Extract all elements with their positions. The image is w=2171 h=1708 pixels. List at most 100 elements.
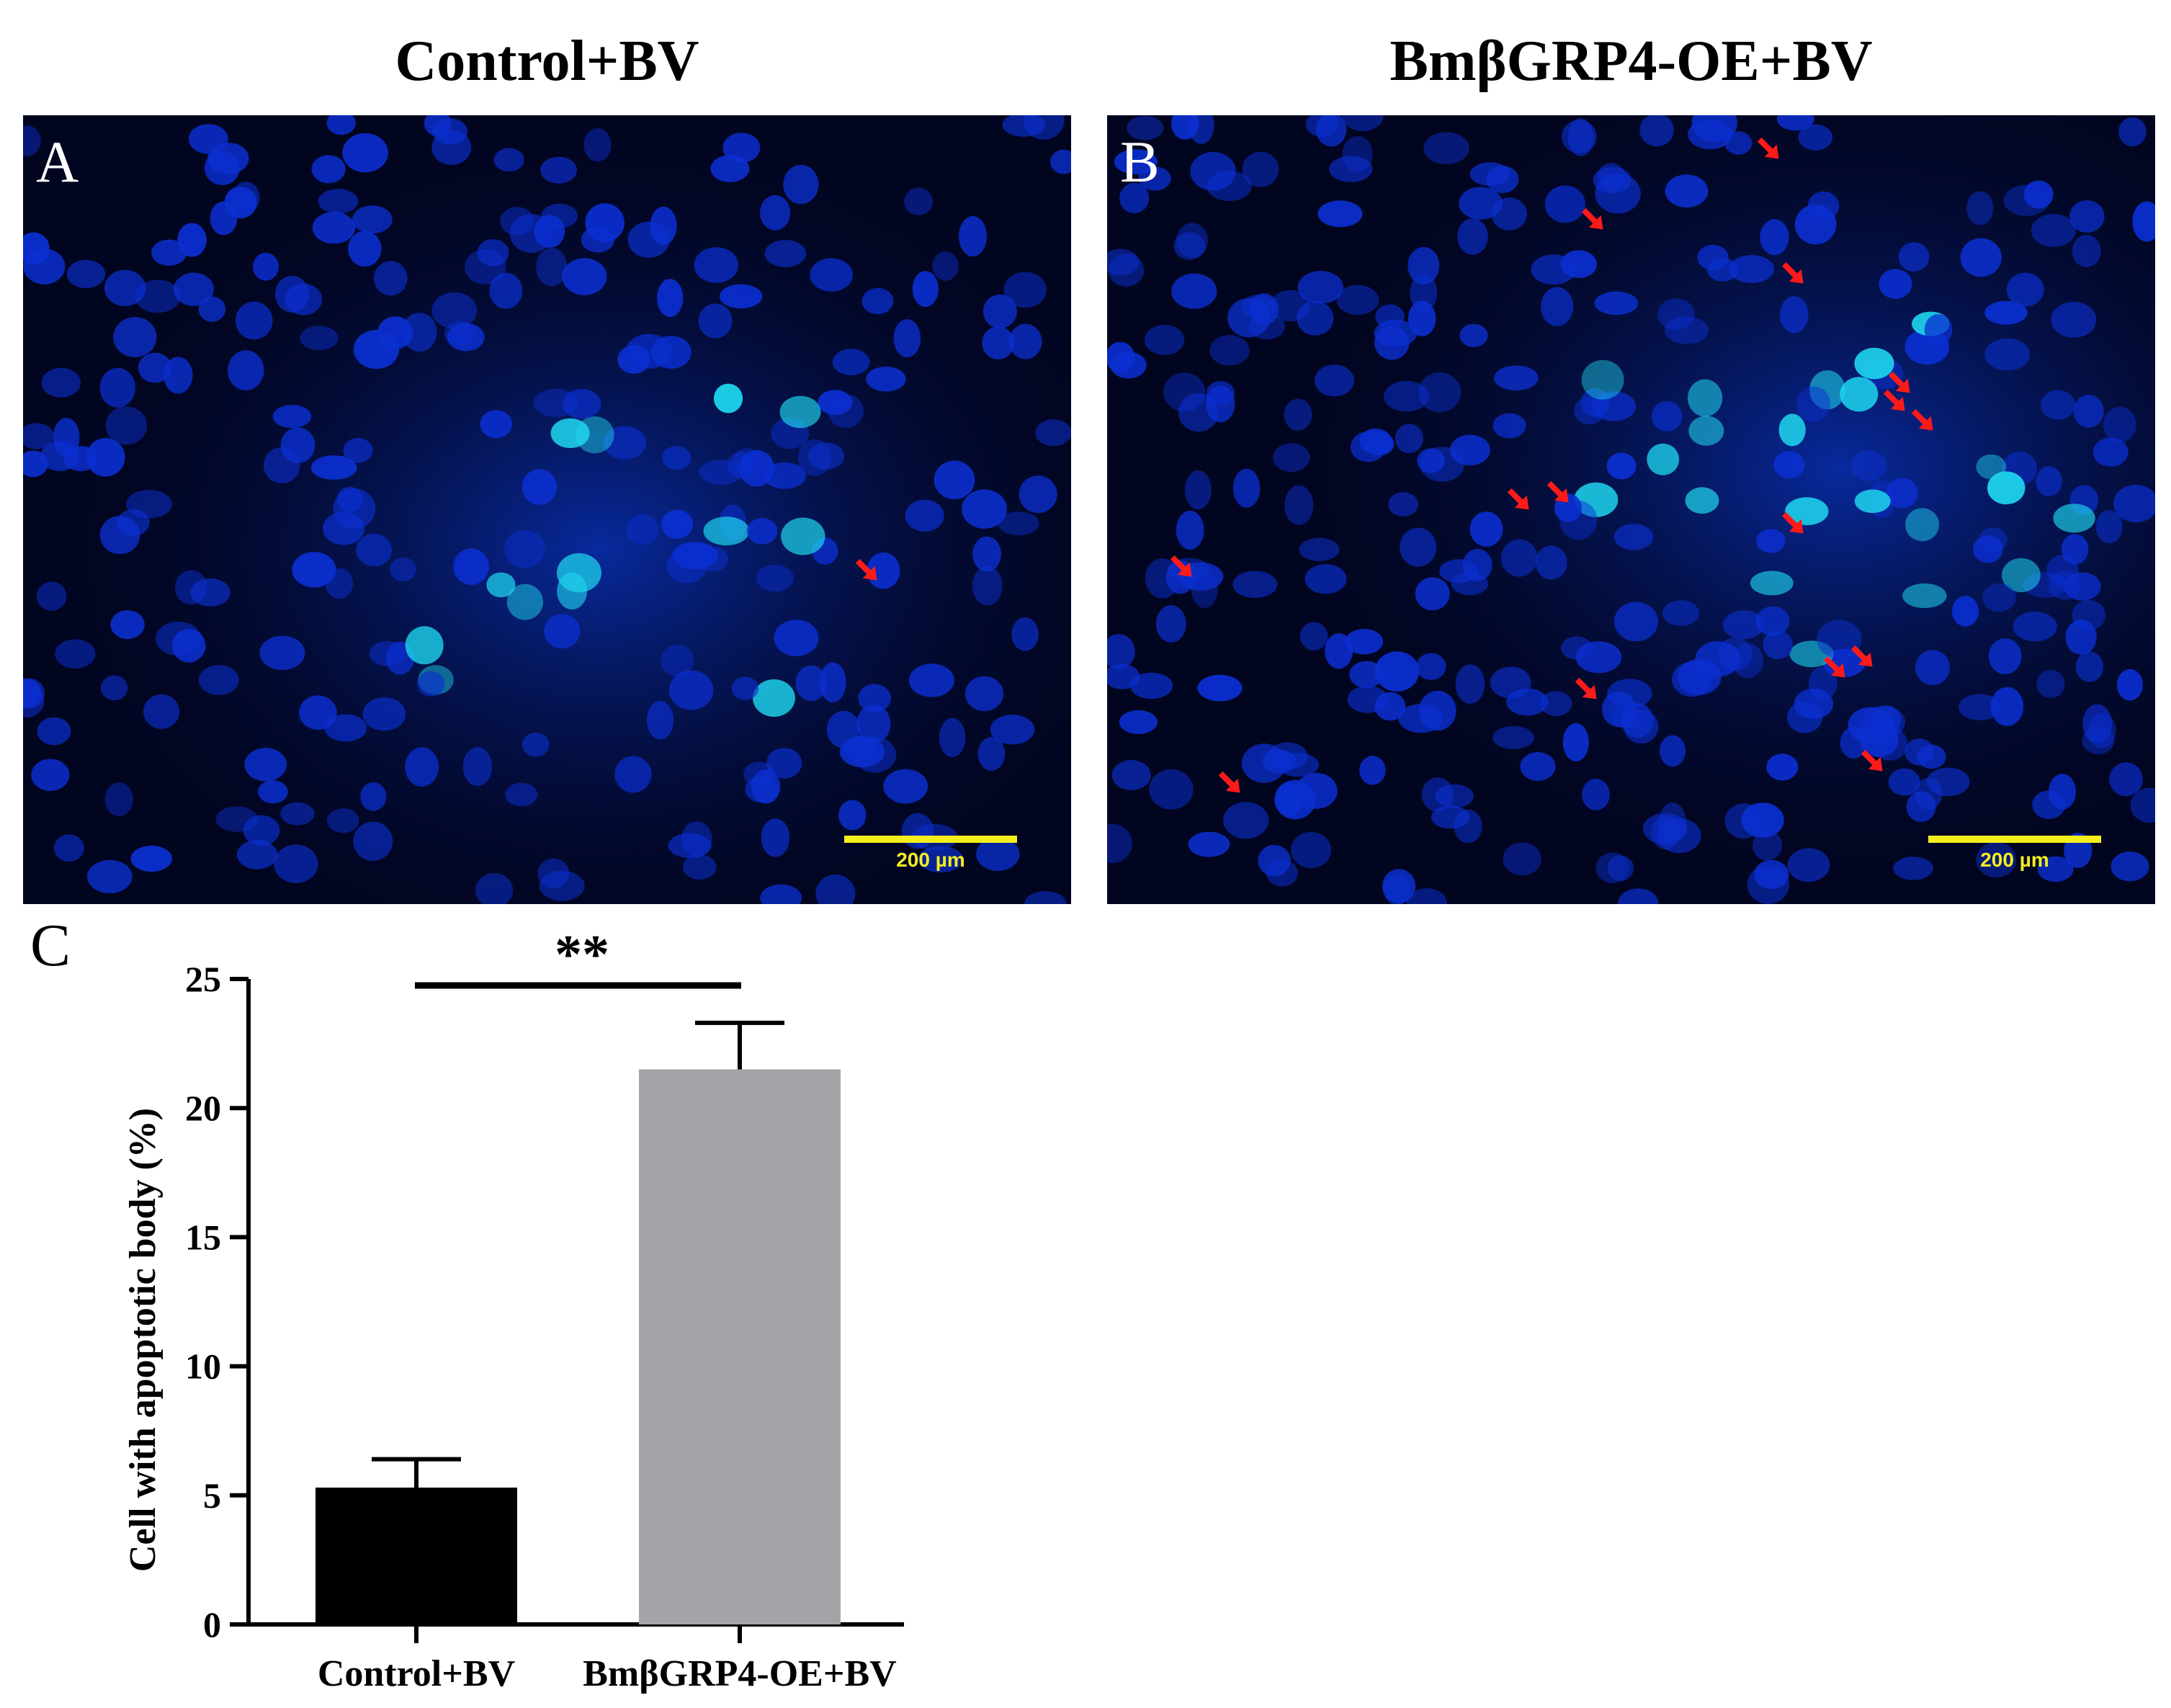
nucleus [1780, 296, 1809, 334]
nucleus [810, 258, 853, 292]
bar [315, 1488, 517, 1624]
nucleus [1840, 377, 1879, 412]
nucleus [1035, 419, 1071, 447]
nucleus [236, 840, 278, 869]
nucleus [1898, 242, 1930, 272]
nucleus [972, 536, 1001, 572]
scale-bar-a-label: 200 µm [896, 849, 965, 871]
nucleus [662, 446, 691, 470]
nuclei-field-b [1107, 115, 2155, 904]
nucleus [1459, 187, 1503, 220]
nucleus [797, 439, 832, 476]
apoptotic-body-arrow-icon [1581, 207, 1603, 230]
nucleus [138, 352, 172, 383]
nucleus [866, 366, 906, 392]
nucleus [1107, 249, 1140, 276]
nucleus [1607, 679, 1652, 709]
nucleus [1305, 115, 1339, 137]
nucleus [883, 769, 928, 804]
nucleus [617, 345, 650, 374]
nucleus [666, 549, 707, 584]
nucleus [2132, 201, 2155, 242]
nucleus [698, 303, 733, 339]
scale-bar-a [844, 836, 1017, 843]
nucleus [1618, 888, 1659, 904]
nucleus [1904, 738, 1935, 766]
nucleus [1365, 432, 1395, 456]
nucleus [1395, 424, 1423, 454]
nucleus [1607, 855, 1634, 881]
apoptotic-body-arrow-icon [1546, 480, 1569, 503]
nucleus [23, 685, 45, 718]
nucleus [1777, 115, 1814, 131]
nucleus [1304, 564, 1347, 594]
nucleus [1003, 272, 1047, 308]
panel-b-title: BmβGRP4-OE+BV [1389, 30, 1873, 93]
nucleus [2117, 669, 2143, 701]
nucleus [1732, 643, 1764, 679]
nucleus [858, 684, 891, 712]
nucleus [1915, 777, 1943, 810]
nucleus [465, 249, 506, 285]
nucleus [171, 629, 206, 663]
nucleus [557, 572, 588, 610]
nucleus [1388, 492, 1418, 517]
nucleus [318, 189, 359, 214]
nucleus [1232, 571, 1278, 599]
nucleus [348, 231, 382, 267]
nucleus [1960, 238, 2002, 277]
apoptotic-body-arrow-icon [1850, 645, 1873, 667]
nucleus [2110, 851, 2149, 882]
nucleus [1359, 756, 1386, 785]
nucleus [292, 552, 336, 588]
nucleus [1144, 324, 1185, 355]
nucleus [746, 518, 778, 545]
nucleus [480, 410, 512, 439]
apoptotic-body-arrow-icon [1781, 261, 1804, 284]
bar [639, 1069, 841, 1624]
nucleus [353, 821, 393, 861]
nucleus [2046, 555, 2079, 586]
nucleus [2013, 612, 2057, 642]
nucleus [1794, 688, 1834, 720]
nucleus [188, 124, 228, 154]
nucleus [1188, 831, 1230, 857]
nucleus [2036, 466, 2062, 496]
nucleus [1755, 606, 1790, 636]
nucleus [839, 736, 885, 768]
nucleus [2075, 651, 2104, 682]
nucleus [1111, 760, 1151, 790]
nucleus [1773, 451, 1805, 479]
nucleus [280, 427, 315, 463]
nucleus [1662, 600, 1699, 626]
panel-a-letter: A [36, 129, 79, 195]
nucleus [1657, 298, 1695, 331]
nucleus [1435, 784, 1474, 808]
nucleus [23, 249, 66, 285]
nucleus [908, 663, 954, 697]
nucleus [272, 405, 312, 429]
nucleus [893, 319, 921, 358]
nucleus [977, 737, 1006, 771]
nucleus [1050, 149, 1071, 174]
nucleus [23, 125, 41, 156]
nucleus [2073, 395, 2104, 428]
nucleus [506, 584, 544, 620]
nucleus [756, 564, 794, 592]
nucleus [1647, 443, 1680, 475]
nucleus [1382, 869, 1416, 904]
apoptotic-body-arrow-icon [1170, 555, 1192, 577]
apoptotic-body-arrow-icon [1575, 677, 1597, 699]
nucleus [1606, 452, 1637, 480]
nucleus [1494, 365, 1539, 391]
nucleus [243, 815, 280, 846]
nucleus [972, 565, 1003, 606]
nucleus [66, 259, 106, 288]
nucleus [1317, 200, 1363, 228]
nucleus [2082, 704, 2112, 743]
nucleus [1188, 115, 1214, 144]
nucleus [1540, 691, 1572, 716]
nucleus [259, 635, 305, 671]
nucleus [819, 662, 846, 702]
nucleus [1155, 605, 1186, 643]
